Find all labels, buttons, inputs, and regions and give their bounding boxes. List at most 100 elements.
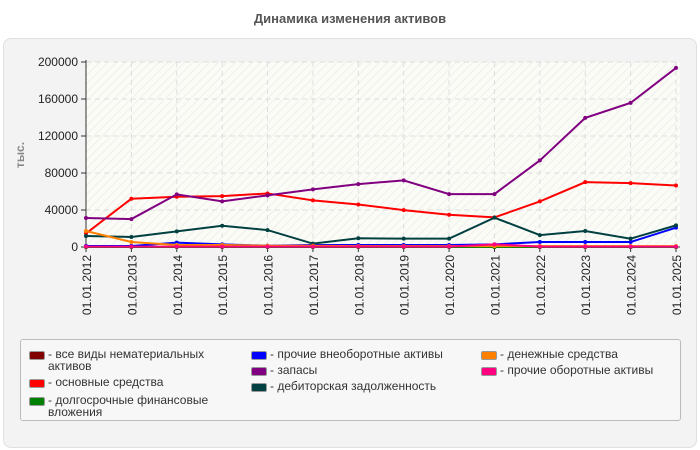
x-tick-label: 01.01.2017 (307, 255, 321, 315)
chart-title: Динамика изменения активов (253, 11, 447, 26)
y-tick-label: 0 (71, 240, 78, 254)
y-tick-label: 160000 (38, 92, 78, 106)
legend-swatch (251, 351, 267, 360)
legend-item: - основные средства (29, 376, 239, 388)
data-point (674, 65, 678, 70)
legend-label: - запасы (270, 363, 318, 377)
series-line-1 (85, 181, 677, 235)
data-point (265, 244, 270, 249)
data-point (84, 233, 88, 238)
data-point (220, 223, 225, 228)
y-axis-label: тыс. (13, 142, 27, 168)
data-point (537, 158, 542, 163)
data-point (628, 236, 633, 241)
data-point (310, 244, 315, 249)
data-point (356, 182, 361, 187)
series-line-4 (85, 67, 677, 221)
data-point (537, 199, 542, 204)
data-point (220, 244, 225, 249)
legend-label: - дебиторская задолженность (270, 379, 437, 393)
legend-swatch (29, 379, 45, 388)
data-point (401, 208, 406, 213)
data-point (84, 228, 88, 233)
legend-label: - основные средства (48, 375, 164, 389)
legend-item: - прочие оборотные активы (481, 364, 700, 376)
legend-item: - долгосрочные финансовые вложения (29, 394, 239, 418)
x-tick-label: 01.01.2019 (398, 255, 412, 315)
data-point (310, 187, 315, 192)
data-point (356, 244, 361, 249)
legend-swatch (251, 367, 267, 376)
legend: - все виды нематериальных активов - основ… (20, 339, 681, 421)
legend-item: - запасы (251, 364, 471, 376)
legend-swatch (481, 367, 497, 376)
data-point (447, 212, 452, 217)
data-point (84, 216, 88, 221)
data-point (129, 244, 134, 249)
y-tick-label: 40000 (45, 203, 79, 217)
data-point (401, 178, 406, 183)
data-point (628, 244, 633, 249)
series-line-7 (86, 243, 676, 248)
x-tick-label: 01.01.2021 (488, 255, 502, 315)
data-point (401, 236, 406, 241)
legend-label: - прочие оборотные активы (500, 363, 654, 377)
x-tick-label: 01.01.2020 (443, 255, 457, 315)
data-point (628, 240, 633, 245)
series-line-5 (85, 216, 677, 245)
plot-area (86, 62, 680, 247)
legend-item: - дебиторская задолженность (251, 380, 471, 392)
x-tick-label: 01.01.2018 (352, 255, 366, 315)
legend-label: - прочие внеоборотные активы (270, 347, 443, 361)
data-point (583, 240, 588, 245)
data-point (310, 198, 315, 203)
data-point (628, 100, 633, 105)
data-point (628, 181, 633, 186)
data-point (220, 199, 225, 204)
data-point (583, 244, 588, 249)
data-point (674, 183, 678, 188)
data-point (492, 242, 497, 247)
y-tick-label: 80000 (45, 166, 79, 180)
data-point (447, 244, 452, 249)
x-tick-label: 01.01.2016 (262, 255, 276, 315)
legend-item: - денежные средства (481, 348, 700, 360)
data-point (674, 223, 678, 228)
x-tick-label: 01.01.2014 (171, 255, 185, 315)
data-point (537, 240, 542, 245)
data-point (265, 193, 270, 198)
data-point (174, 192, 179, 197)
legend-swatch (29, 351, 45, 360)
legend-label: - все виды нематериальных активов (48, 347, 205, 373)
x-tick-label: 01.01.2022 (534, 255, 548, 315)
x-tick-label: 01.01.2023 (579, 255, 593, 315)
data-point (129, 196, 134, 201)
data-point (129, 217, 134, 222)
data-point (174, 229, 179, 234)
data-point (447, 192, 452, 197)
x-tick-label: 01.01.2013 (125, 255, 139, 315)
data-point (583, 115, 588, 120)
data-point (492, 215, 497, 220)
data-point (492, 192, 497, 197)
x-tick-label: 01.01.2012 (80, 255, 94, 315)
legend-swatch (251, 383, 267, 392)
legend-label: - денежные средства (500, 347, 618, 361)
data-point (129, 235, 134, 240)
data-point (265, 228, 270, 233)
data-point (129, 240, 134, 245)
legend-swatch (481, 351, 497, 360)
data-point (583, 180, 588, 185)
y-tick-label: 120000 (38, 129, 78, 143)
data-point (356, 236, 361, 241)
data-point (674, 244, 678, 249)
data-point (447, 236, 452, 241)
y-tick-label: 200000 (38, 55, 78, 69)
x-tick-label: 01.01.2024 (625, 255, 639, 315)
series-line-3 (86, 226, 677, 247)
x-tick-label: 01.01.2025 (670, 255, 684, 315)
legend-item: - прочие внеоборотные активы (251, 348, 471, 360)
data-point (356, 202, 361, 207)
x-tick-label: 01.01.2015 (216, 255, 230, 315)
